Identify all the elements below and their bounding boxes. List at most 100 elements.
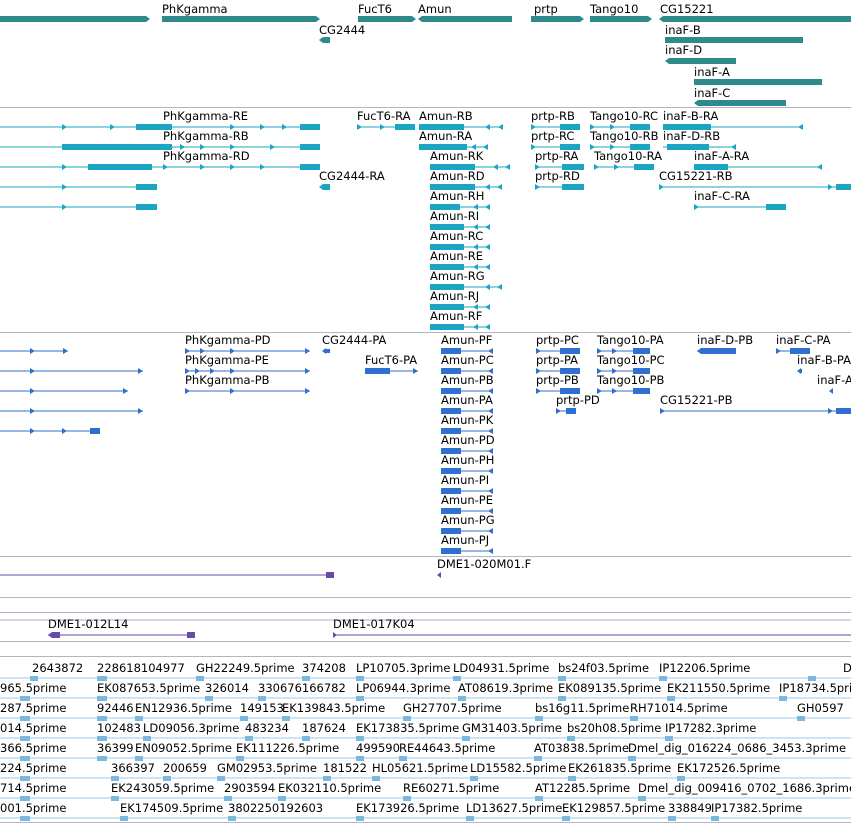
label-est-e22[interactable]: 149153 [240, 701, 284, 715]
label-est-e21[interactable]: EN12936.5prime [135, 701, 232, 715]
transcript-amun-re[interactable] [430, 264, 490, 270]
transcript-prtp-rd[interactable] [535, 184, 584, 190]
label-est-e50[interactable]: HL05621.5prime [372, 761, 468, 775]
label-est-e26[interactable]: RH71014.5prime [630, 701, 728, 715]
label-est-e52[interactable]: EK261835.5prime [568, 761, 671, 775]
bac-dme1-017k04[interactable] [333, 632, 851, 638]
cdna-left-5[interactable] [0, 428, 100, 434]
label-transcripts-amun-ra[interactable]: Amun-RA [419, 129, 472, 143]
cdna-prtp-pd[interactable] [556, 408, 576, 414]
cdna-amun-pa[interactable] [441, 408, 493, 414]
cdna-prtp-pa[interactable] [536, 368, 580, 374]
label-bac_2-dme1-017k04[interactable]: DME1-017K04 [333, 617, 415, 631]
cdna-phkgamma-pd[interactable] [185, 348, 310, 354]
label-est-e43[interactable]: AT03838.5prime [534, 741, 629, 755]
label-genes-inaf-d[interactable]: inaF-D [665, 43, 702, 57]
label-transcripts-phkgamma-re[interactable]: PhKgamma-RE [163, 109, 248, 123]
label-genes-amun[interactable]: Amun [418, 2, 452, 16]
cdna-amun-pe[interactable] [441, 508, 493, 514]
label-est-e19[interactable]: 287.5prime [0, 701, 66, 715]
cdna-left-3[interactable] [0, 388, 128, 394]
label-cdna-inaf-c-pa[interactable]: inaF-C-PA [776, 333, 831, 347]
track-genes-features[interactable] [0, 16, 851, 106]
label-transcripts-prtp-rd[interactable]: prtp-RD [535, 169, 580, 183]
cdna-inaf-d-pb[interactable] [697, 348, 736, 354]
transcript-amun-rd[interactable] [430, 184, 502, 190]
label-transcripts-inaf-c-ra[interactable]: inaF-C-RA [694, 189, 750, 203]
label-transcripts-amun-rg[interactable]: Amun-RG [430, 269, 485, 283]
gene-feature-cg2444[interactable] [319, 37, 330, 43]
track-est-features[interactable] [0, 676, 851, 821]
cdna-left-4[interactable] [0, 408, 143, 414]
label-transcripts-amun-rc[interactable]: Amun-RC [430, 229, 483, 243]
label-est-e64[interactable]: EK173926.5prime [356, 801, 459, 815]
label-transcripts-prtp-rb[interactable]: prtp-RB [531, 109, 575, 123]
label-bac_1-dme1-020m01-f[interactable]: DME1-020M01.F [437, 557, 531, 571]
transcript-inaf-c-ra[interactable] [694, 204, 786, 210]
transcript-phkgamma-rd[interactable] [163, 164, 320, 170]
transcript-amun-rf[interactable] [430, 324, 490, 330]
est-row-8[interactable] [0, 816, 851, 821]
label-est-e5[interactable]: LP10705.3prime [356, 661, 450, 675]
cdna-tango10-pa[interactable] [597, 348, 650, 354]
label-est-e11[interactable]: EK087653.5prime [97, 681, 200, 695]
transcript-tango10-rc[interactable] [590, 124, 650, 130]
label-cdna-fuct6-pa[interactable]: FucT6-PA [365, 353, 417, 367]
label-est-e41[interactable]: 499590 [356, 741, 400, 755]
transcript-left-3[interactable] [0, 164, 172, 170]
cdna-cg2444-pa[interactable] [322, 348, 330, 354]
bac-left[interactable] [0, 572, 334, 578]
cdna-amun-pd[interactable] [441, 448, 493, 454]
label-est-e9[interactable]: D [843, 661, 851, 675]
label-transcripts-cg2444-ra[interactable]: CG2444-RA [319, 169, 385, 183]
gene-feature-inaf-a[interactable] [694, 79, 822, 85]
label-transcripts-fuct6-ra[interactable]: FucT6-RA [357, 109, 411, 123]
gene-feature-tango10[interactable] [590, 16, 652, 22]
label-bac_2-dme1-012l14[interactable]: DME1-012L14 [48, 617, 129, 631]
gene-feature-inaf-c[interactable] [694, 100, 786, 106]
label-est-e30[interactable]: LD09056.3prime [143, 721, 239, 735]
label-est-e12[interactable]: 326014 [205, 681, 249, 695]
transcript-left-2[interactable] [0, 144, 172, 150]
label-est-e8[interactable]: IP12206.5prime [659, 661, 750, 675]
gene-feature-prtp[interactable] [531, 16, 584, 22]
label-est-e57[interactable]: EK032110.5prime [278, 781, 381, 795]
label-transcripts-phkgamma-rd[interactable]: PhKgamma-RD [163, 149, 250, 163]
label-cdna-phkgamma-pd[interactable]: PhKgamma-PD [185, 333, 271, 347]
label-est-e46[interactable]: 366397 [111, 761, 155, 775]
label-cdna-amun-pg[interactable]: Amun-PG [441, 513, 495, 527]
cdna-cg15221-pb[interactable] [660, 408, 851, 414]
cdna-tango10-pb[interactable] [597, 388, 650, 394]
label-cdna-amun-pk[interactable]: Amun-PK [441, 413, 494, 427]
label-est-e24[interactable]: GH27707.5prime [403, 701, 502, 715]
transcript-amun-rk[interactable] [430, 164, 510, 170]
label-transcripts-inaf-b-ra[interactable]: inaF-B-RA [663, 109, 718, 123]
label-genes-phkgamma[interactable]: PhKgamma [162, 2, 228, 16]
cdna-amun-pf[interactable] [441, 348, 493, 354]
label-cdna-amun-ph[interactable]: Amun-PH [441, 453, 494, 467]
transcript-amun-rh[interactable] [430, 204, 490, 210]
label-genes-inaf-a[interactable]: inaF-A [694, 65, 730, 79]
transcript-amun-rj[interactable] [430, 304, 490, 310]
transcript-inaf-b-ra[interactable] [663, 124, 803, 130]
cdna-phkgamma-pb[interactable] [185, 388, 310, 394]
label-est-e56[interactable]: 2903594 [224, 781, 275, 795]
label-est-e59[interactable]: AT12285.5prime [535, 781, 630, 795]
label-est-e34[interactable]: GM31403.5prime [462, 721, 562, 735]
label-transcripts-tango10-ra[interactable]: Tango10-RA [593, 149, 662, 163]
label-transcripts-amun-rh[interactable]: Amun-RH [430, 189, 484, 203]
transcript-cg15221-rb[interactable] [659, 184, 851, 190]
label-est-e33[interactable]: EK173835.5prime [356, 721, 459, 735]
cdna-amun-pj[interactable] [441, 548, 493, 554]
transcript-amun-ri[interactable] [430, 224, 490, 230]
label-est-e13[interactable]: 330676166782 [258, 681, 346, 695]
track-bac-features[interactable] [0, 572, 851, 638]
label-est-e54[interactable]: 714.5prime [0, 781, 66, 795]
est-row-2[interactable] [0, 696, 851, 701]
label-est-e65[interactable]: LD13627.5prime [466, 801, 562, 815]
label-est-e28[interactable]: 014.5prime [0, 721, 66, 735]
gene-feature-fuct6[interactable] [358, 16, 416, 22]
est-row-6[interactable] [0, 776, 851, 781]
label-est-e68[interactable]: IP17382.5prime [711, 801, 802, 815]
label-cdna-amun-pc[interactable]: Amun-PC [441, 353, 494, 367]
